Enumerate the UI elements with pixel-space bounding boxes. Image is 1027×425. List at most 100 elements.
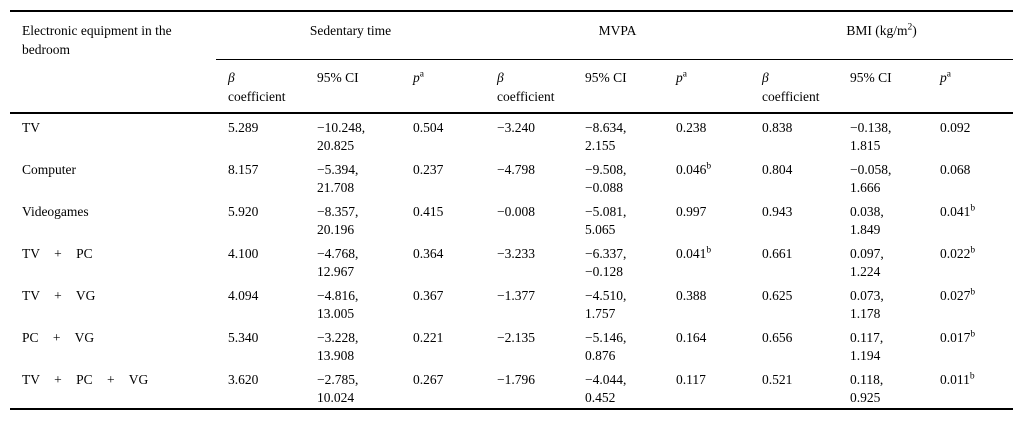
ci-upper: 1.666 <box>850 180 881 195</box>
ci-lower: −3.228, <box>317 330 359 345</box>
p-value: 0.041 <box>676 246 707 261</box>
sedentary-p-header: pa <box>401 59 486 114</box>
ci-lower: −4.768, <box>317 246 359 261</box>
bmi-ci-cell: 0.097, 1.224 <box>838 240 928 282</box>
p-symbol: p <box>940 70 947 85</box>
mvpa-beta-cell: −1.796 <box>497 372 536 387</box>
row-label: Computer <box>22 162 76 177</box>
sedentary-ci-cell: −5.394, 21.708 <box>305 156 401 198</box>
bmi-ci-cell: 0.073, 1.178 <box>838 282 928 324</box>
p-footnote-marker: b <box>970 287 976 298</box>
ci-upper: 20.825 <box>317 138 355 153</box>
ci-upper: 1.194 <box>850 348 881 363</box>
bmi-ci-header: 95% CI <box>838 59 929 114</box>
bmi-ci-cell: 0.038, 1.849 <box>838 198 928 240</box>
mvpa-p-cell: 0.238 <box>664 113 750 156</box>
row-label: TV <box>22 120 40 135</box>
p-value: 0.027 <box>940 288 971 303</box>
p-value: 0.011 <box>940 372 970 387</box>
p-value: 0.046 <box>676 162 707 177</box>
ci-upper: 0.925 <box>850 390 881 405</box>
beta-symbol: β <box>228 70 235 85</box>
p-value: 0.504 <box>413 120 444 135</box>
bmi-p-cell: 0.017b <box>928 324 1013 366</box>
mvpa-ci-header: 95% CI <box>573 59 665 114</box>
p-footnote-marker: a <box>682 69 687 80</box>
sedentary-beta-header: β coefficient <box>216 59 305 114</box>
ci-lower: 0.117, <box>850 330 884 345</box>
beta-symbol: β <box>762 70 769 85</box>
ci-upper: 2.155 <box>585 138 616 153</box>
table-row: PC + VG 5.340 −3.228, 13.908 0.221 −2.135… <box>10 324 1013 366</box>
sedentary-ci-cell: −4.816, 13.005 <box>305 282 401 324</box>
table-row: TV + PC 4.100 −4.768, 12.967 0.364 −3.233… <box>10 240 1013 282</box>
ci-lower: −5.081, <box>585 204 627 219</box>
bmi-ci-cell: 0.118, 0.925 <box>838 366 928 409</box>
mvpa-beta-cell: −3.240 <box>497 120 536 135</box>
bmi-p-cell: 0.041b <box>928 198 1013 240</box>
row-label: PC + VG <box>22 330 95 345</box>
ci-lower: −0.058, <box>850 162 892 177</box>
bmi-ci-cell: −0.138, 1.815 <box>838 113 928 156</box>
mvpa-p-cell: 0.997 <box>664 198 750 240</box>
ci-lower: −2.785, <box>317 372 359 387</box>
sedentary-beta-cell: 5.340 <box>228 330 259 345</box>
beta-word: coefficient <box>497 89 555 104</box>
group-header-mvpa: MVPA <box>485 11 751 60</box>
ci-lower: −5.146, <box>585 330 627 345</box>
sedentary-p-cell: 0.221 <box>401 324 485 366</box>
p-footnote-marker: b <box>970 203 976 214</box>
ci-upper: −0.088 <box>585 180 624 195</box>
mvpa-beta-cell: −1.377 <box>497 288 536 303</box>
ci-lower: −4.044, <box>585 372 627 387</box>
group-label: MVPA <box>598 23 637 38</box>
mvpa-p-cell: 0.041b <box>664 240 750 282</box>
mvpa-beta-cell: −0.008 <box>497 204 536 219</box>
p-value: 0.017 <box>940 330 971 345</box>
ci-upper: 20.196 <box>317 222 355 237</box>
sedentary-beta-cell: 5.920 <box>228 204 259 219</box>
mvpa-ci-cell: −5.081, 5.065 <box>573 198 664 240</box>
p-value: 0.221 <box>413 330 444 345</box>
mvpa-ci-cell: −5.146, 0.876 <box>573 324 664 366</box>
ci-upper: 21.708 <box>317 180 355 195</box>
bmi-p-cell: 0.022b <box>928 240 1013 282</box>
p-value: 0.041 <box>940 204 971 219</box>
bmi-beta-cell: 0.521 <box>762 372 793 387</box>
bmi-p-header: pa <box>928 59 1014 114</box>
p-value: 0.997 <box>676 204 707 219</box>
p-footnote-marker: a <box>946 69 951 80</box>
bmi-ci-cell: −0.058, 1.666 <box>838 156 928 198</box>
mvpa-ci-cell: −9.508, −0.088 <box>573 156 664 198</box>
p-value: 0.117 <box>676 372 706 387</box>
p-symbol: p <box>676 70 683 85</box>
beta-word: coefficient <box>762 89 820 104</box>
bmi-beta-cell: 0.625 <box>762 288 793 303</box>
bmi-ci-cell: 0.117, 1.194 <box>838 324 928 366</box>
sedentary-p-cell: 0.367 <box>401 282 485 324</box>
p-value: 0.267 <box>413 372 444 387</box>
sedentary-beta-cell: 3.620 <box>228 372 259 387</box>
ci-lower: −0.138, <box>850 120 892 135</box>
ci-upper: 0.876 <box>585 348 616 363</box>
group-header-row: Electronic equipment in the bedroom Sede… <box>10 11 1014 114</box>
p-footnote-marker: b <box>706 245 712 256</box>
group-label-suffix: ) <box>912 23 917 38</box>
mvpa-ci-cell: −6.337, −0.128 <box>573 240 664 282</box>
table-row: Videogames 5.920 −8.357, 20.196 0.415 −0.… <box>10 198 1013 240</box>
ci-upper: 13.908 <box>317 348 355 363</box>
ci-upper: −0.128 <box>585 264 624 279</box>
p-value: 0.367 <box>413 288 444 303</box>
p-footnote-marker: a <box>419 69 424 80</box>
bmi-beta-cell: 0.943 <box>762 204 793 219</box>
ci-upper: 13.005 <box>317 306 355 321</box>
sedentary-ci-cell: −2.785, 10.024 <box>305 366 401 409</box>
table-row: TV + PC + VG 3.620 −2.785, 10.024 0.267 −… <box>10 366 1013 409</box>
row-label: TV + VG <box>22 288 96 303</box>
p-value: 0.068 <box>940 162 971 177</box>
bmi-p-cell: 0.068 <box>928 156 1013 198</box>
mvpa-beta-cell: −4.798 <box>497 162 536 177</box>
ci-lower: 0.097, <box>850 246 884 261</box>
table-row: TV + VG 4.094 −4.816, 13.005 0.367 −1.377… <box>10 282 1013 324</box>
mvpa-ci-cell: −8.634, 2.155 <box>573 113 664 156</box>
